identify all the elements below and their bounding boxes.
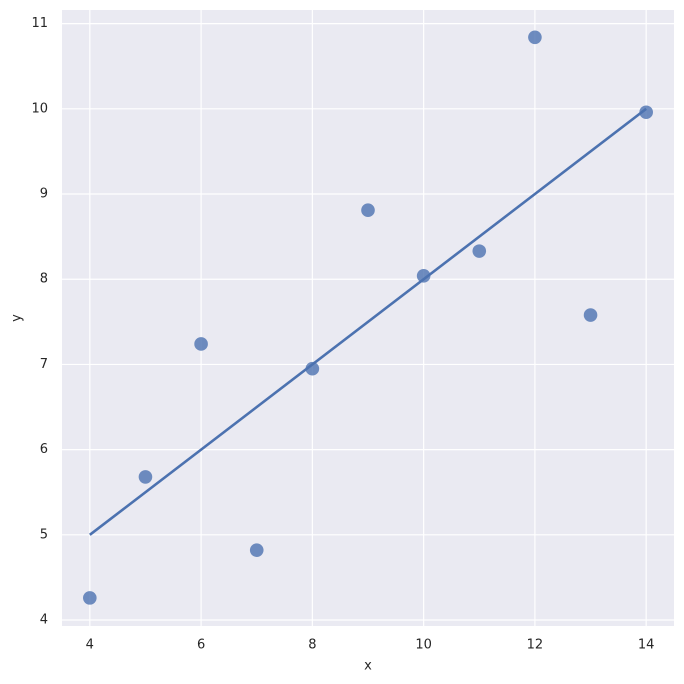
y-tick-label: 8 <box>40 272 48 287</box>
data-point <box>194 337 208 351</box>
x-tick-label: 12 <box>527 638 544 653</box>
x-axis-label: x <box>364 659 372 674</box>
data-point <box>138 470 153 484</box>
y-tick-label: 4 <box>40 613 48 628</box>
data-point <box>305 361 320 376</box>
data-point <box>416 269 431 283</box>
y-tick-label: 11 <box>31 16 48 31</box>
y-axis-label: y <box>10 314 25 322</box>
x-tick-label: 6 <box>197 638 205 653</box>
data-point <box>83 591 97 605</box>
y-tick-label: 10 <box>31 101 48 116</box>
y-tick-label: 6 <box>40 442 48 457</box>
data-point <box>361 203 375 218</box>
y-tick-label: 7 <box>40 357 48 372</box>
regression-line <box>89 107 647 536</box>
data-point <box>249 543 264 557</box>
plot-area <box>62 10 674 626</box>
data-point <box>472 244 487 258</box>
x-tick-label: 4 <box>86 638 94 653</box>
x-tick-label: 10 <box>415 638 432 653</box>
x-tick-label: 8 <box>308 638 316 653</box>
data-point <box>528 30 542 45</box>
y-tick-label: 5 <box>40 527 48 542</box>
y-tick-label: 9 <box>40 187 48 202</box>
data-point <box>583 308 598 322</box>
x-tick-label: 14 <box>638 638 655 653</box>
data-point <box>639 105 653 120</box>
